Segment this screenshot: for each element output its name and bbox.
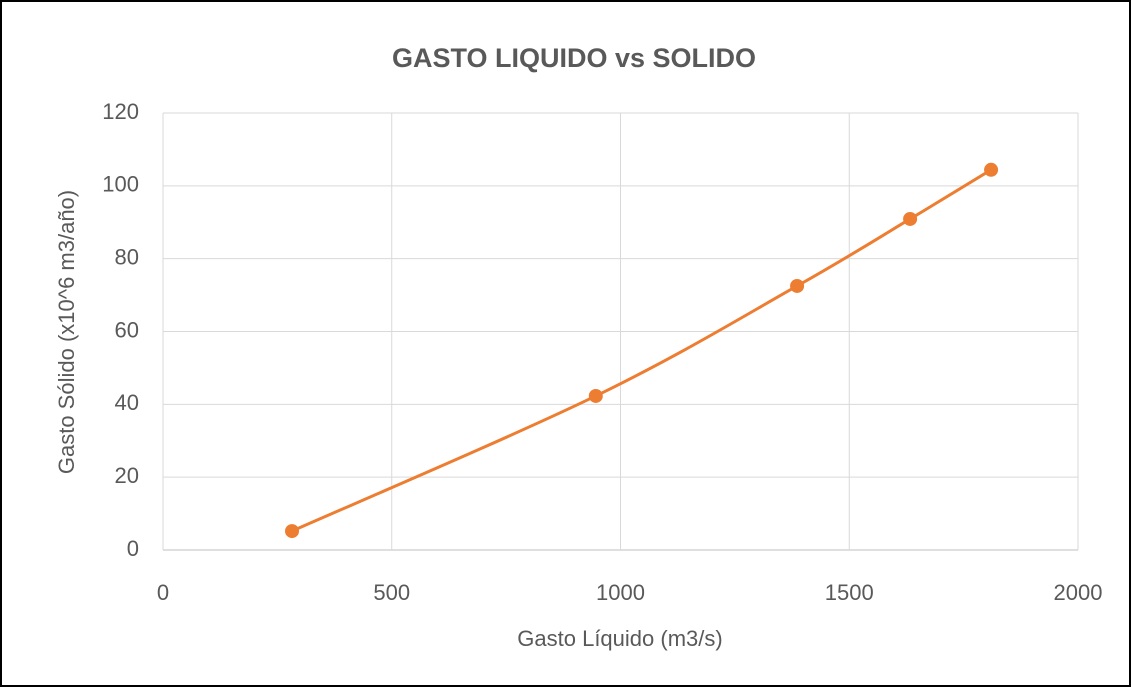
data-point bbox=[285, 524, 300, 539]
x-tick-label: 1000 bbox=[596, 580, 645, 605]
y-tick-label: 80 bbox=[115, 244, 139, 269]
data-point bbox=[790, 278, 805, 293]
y-tick-label: 60 bbox=[115, 317, 139, 342]
y-axis-label: Gasto Sólido (x10^6 m3/año) bbox=[54, 190, 79, 474]
data-point bbox=[588, 388, 603, 403]
y-tick-label: 0 bbox=[127, 536, 139, 561]
y-tick-label: 100 bbox=[102, 172, 139, 197]
y-tick-label: 40 bbox=[115, 390, 139, 415]
y-tick-label: 20 bbox=[115, 463, 139, 488]
data-point bbox=[903, 211, 918, 226]
y-tick-label: 120 bbox=[102, 99, 139, 124]
x-tick-label: 2000 bbox=[1054, 580, 1103, 605]
data-point bbox=[984, 162, 999, 177]
chart-title: GASTO LIQUIDO vs SOLIDO bbox=[392, 43, 756, 73]
x-axis-label: Gasto Líquido (m3/s) bbox=[517, 626, 722, 651]
x-tick-label: 500 bbox=[373, 580, 410, 605]
x-tick-label: 1500 bbox=[825, 580, 874, 605]
x-tick-label: 0 bbox=[157, 580, 169, 605]
